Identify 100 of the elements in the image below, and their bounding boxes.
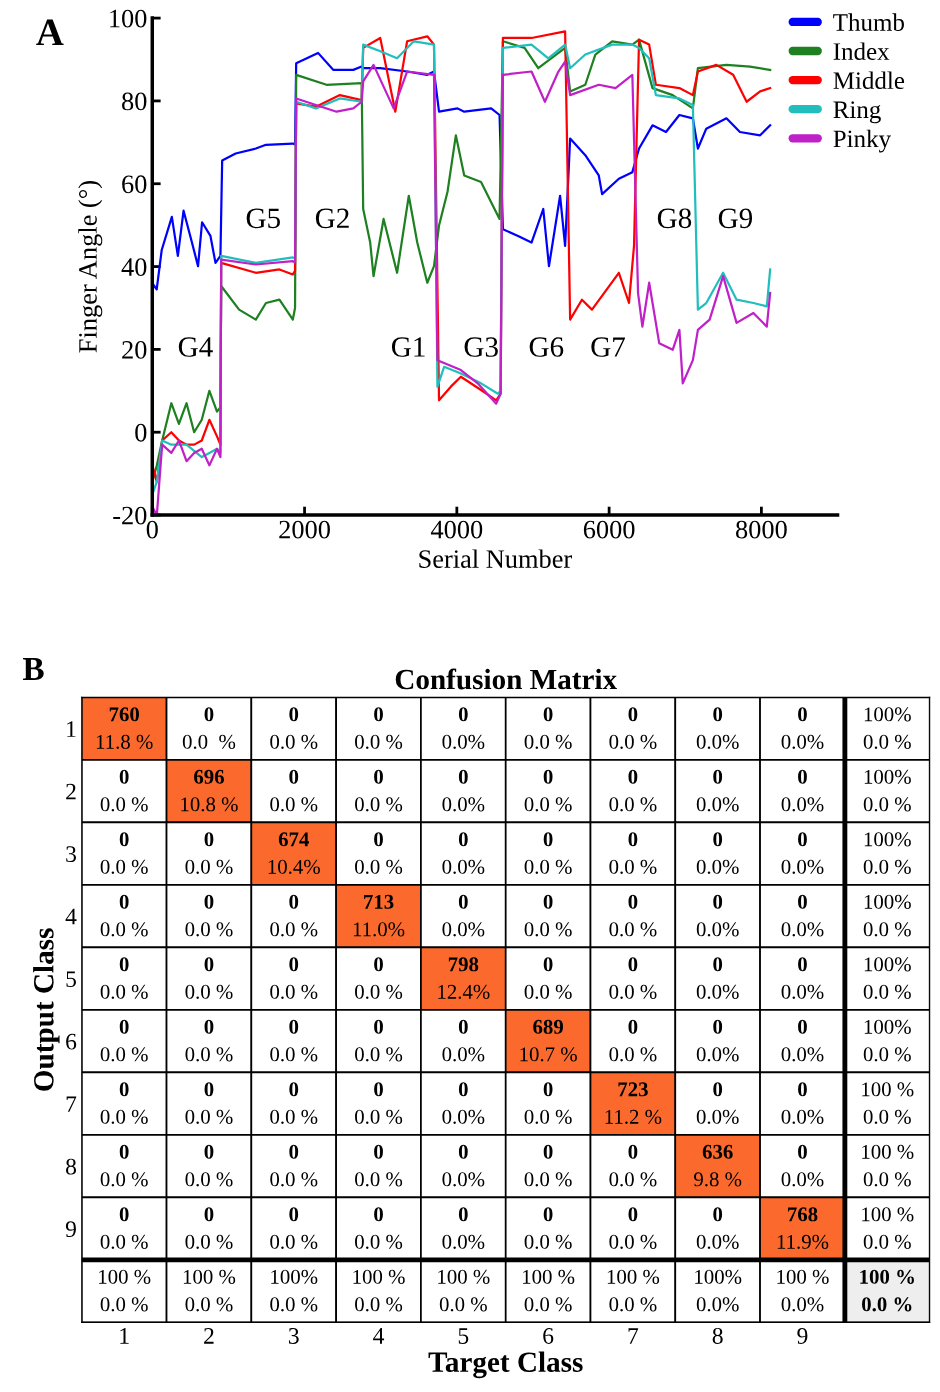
data-label: 100 % (777, 1269, 829, 1284)
data-label: 0 (289, 707, 299, 722)
data-label: 0 (289, 769, 299, 784)
data-label: 0 (289, 1207, 299, 1222)
data-label: 0 (204, 1144, 214, 1159)
annotation: 0.0 % (524, 734, 572, 749)
data-label: 0 (458, 1207, 468, 1222)
annotation: 0.0 % (609, 1047, 657, 1062)
data-label: 100% (864, 894, 911, 909)
data-label: 0 (543, 957, 553, 972)
y-tick-label: 7 (66, 1096, 77, 1112)
annotation: 0.0 % (270, 1234, 318, 1249)
data-label: 0 (458, 769, 468, 784)
data-label: 0 (543, 707, 553, 722)
data-label: 0 (204, 1082, 214, 1097)
annotation: 0.0 % (100, 797, 148, 812)
annotation: 0.0 % (185, 922, 233, 937)
data-label: 689 (533, 1019, 563, 1034)
annotation: 0.0% (696, 734, 739, 749)
annotation: 0.0% (442, 1172, 485, 1187)
y-tick-label: 6 (66, 1033, 77, 1050)
annotation: 0.0 % (863, 797, 911, 812)
annotation: 0.0 % (524, 984, 572, 999)
annotation: 0.0 % (185, 1297, 233, 1312)
data-label: 0 (458, 832, 468, 847)
data-label: 0 (628, 1019, 638, 1034)
annotation: 0.0 % (609, 984, 657, 999)
data-label: 0 (628, 1207, 638, 1222)
annotation: 0.0 % (100, 1047, 148, 1062)
y-tick-label: 100 (110, 9, 147, 28)
annotation: 0.0% (696, 1047, 739, 1062)
annotation: 0.0 % (185, 1172, 233, 1187)
data-label: 0 (628, 1144, 638, 1159)
y-tick-label: 80 (122, 92, 147, 111)
x-tick-label: 8000 (736, 520, 787, 539)
data-label: 100 % (99, 1269, 151, 1284)
x-axis-title: Serial Number (419, 549, 572, 568)
x-tick-label: 8 (712, 1327, 723, 1344)
data-label: 0 (543, 1207, 553, 1222)
data-label: 0 (713, 832, 723, 847)
data-label: 0 (289, 957, 299, 972)
legend-label: Index (833, 42, 890, 61)
data-label: 100 % (860, 1269, 914, 1284)
annotation: 0.0 % (100, 984, 148, 999)
data-label: 0 (798, 1019, 807, 1034)
annotation: 0.0 % (355, 1297, 403, 1312)
text: A (36, 19, 64, 46)
data-label: 100 % (607, 1269, 660, 1284)
annotation: 0.0 % (863, 1109, 911, 1124)
data-label: 0 (628, 832, 638, 847)
data-label: 100 % (862, 1144, 914, 1159)
data-label: 100% (864, 1019, 911, 1034)
y-tick-label: -20 (113, 506, 147, 525)
data-label: 0 (798, 832, 807, 847)
annotation: 0.0 % (863, 984, 911, 999)
data-label: 0 (374, 957, 383, 972)
y-tick-label: 40 (121, 258, 147, 276)
y-axis-title: Output Class (33, 928, 60, 1091)
annotation: 0.0 % (863, 734, 911, 749)
data-label: 0 (374, 769, 383, 784)
data-label: 0 (204, 707, 214, 722)
annotation: 0.0 % (100, 1109, 148, 1124)
data-label: 0 (713, 707, 723, 722)
annotation: 0.0 % (609, 1234, 657, 1249)
annotation: 0.0% (781, 1047, 824, 1062)
data-label: 100% (695, 1269, 742, 1284)
annotation: 0.0 % (270, 1047, 318, 1062)
annotation: 0.0 % (355, 859, 403, 874)
annotation: 0.0 % (270, 1172, 318, 1187)
x-tick-label: 6 (543, 1328, 554, 1344)
annotation: 0.0 % (609, 922, 657, 937)
x-tick-label: 2000 (279, 520, 330, 539)
annotation: 0.0 % (100, 1234, 148, 1249)
data-label: 0 (374, 1082, 383, 1097)
y-tick-label: 60 (122, 175, 147, 194)
annotation: 0.0 % (609, 1297, 657, 1312)
line-series (152, 51, 772, 291)
annotation: 0.0% (696, 984, 739, 999)
data-label: 0 (289, 894, 299, 909)
annotation: 0.0 % (863, 1172, 911, 1187)
annotation: 0.0% (781, 734, 824, 749)
y-tick-label: 5 (66, 971, 76, 988)
annotation: 0.0 % (609, 1172, 657, 1187)
data-label: 0 (458, 1019, 468, 1034)
x-tick-label: 2 (204, 1328, 214, 1344)
annotation: 0.0 % (609, 734, 657, 749)
annotation: 0.0 % (182, 734, 236, 749)
annotation: 0.0 % (100, 1297, 148, 1312)
data-label: 0 (543, 894, 553, 909)
data-label: 0 (713, 1019, 723, 1034)
data-label: 0 (628, 769, 638, 784)
data-label: 0 (204, 894, 214, 909)
y-tick-label: 1 (67, 721, 76, 737)
y-axis-title: Finger Angle (°) (78, 181, 103, 353)
annotation: 0.0 % (862, 1297, 912, 1312)
x-axis-title: Target Class (428, 1351, 583, 1379)
annotation: G9 (718, 208, 753, 229)
legend-label: Thumb (833, 13, 904, 31)
annotation: 0.0% (696, 1109, 739, 1124)
annotation: 0.0 % (355, 1172, 403, 1187)
